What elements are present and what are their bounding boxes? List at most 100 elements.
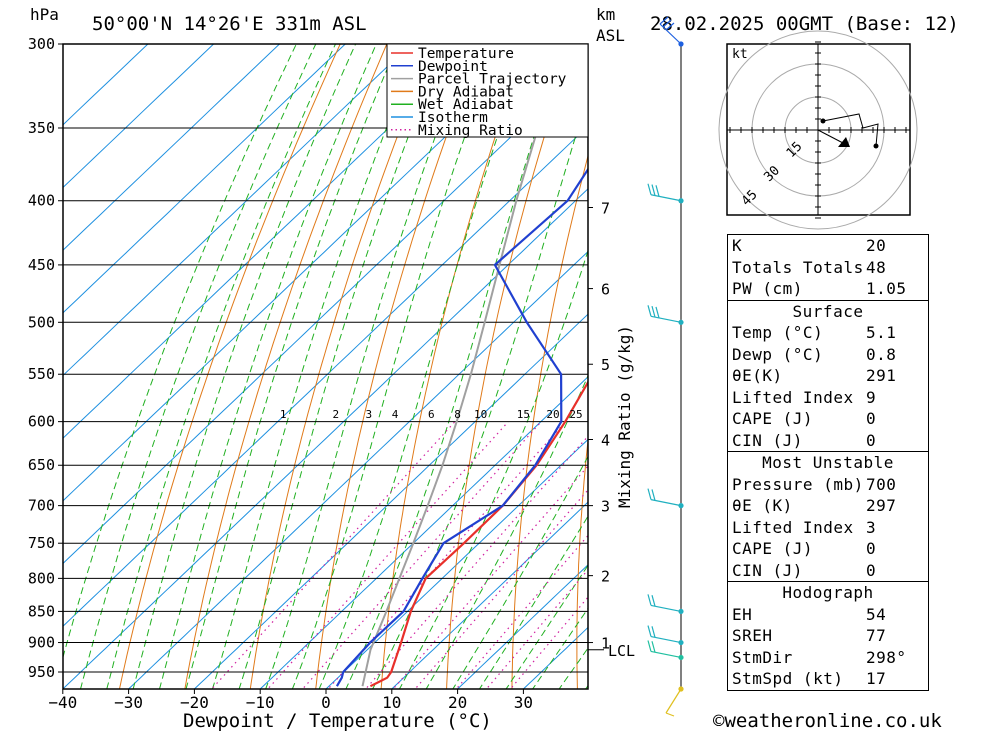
index-value: 297: [866, 496, 897, 515]
index-label: K: [732, 236, 743, 255]
wind-barb-flag: [647, 183, 652, 195]
legend-label: Dewpoint: [418, 59, 488, 75]
wind-barb: [665, 688, 682, 717]
index-label: Lifted Index: [732, 387, 854, 407]
wet-adiabat-line: [398, 249, 588, 689]
wind-barb-flag: [665, 22, 675, 31]
wind-barb-staff: [650, 499, 682, 507]
index-value: 5.1: [866, 323, 897, 342]
legend-label: Mixing Ratio: [418, 123, 523, 139]
sounding-series: [335, 44, 588, 688]
wet-adiabat-line: [106, 44, 337, 689]
index-row: K 20: [728, 235, 928, 257]
temperature-tick-label: −20: [180, 693, 209, 712]
wet-adiabat-line: [132, 44, 357, 689]
isotherm-line: [63, 44, 149, 126]
index-value: 48: [866, 257, 887, 277]
wind-barb-staff: [650, 635, 682, 644]
isotherm-line: [193, 313, 588, 689]
index-row: PW (cm) 1.05: [728, 278, 928, 300]
index-value: 291: [866, 366, 897, 385]
isotherm-line: [63, 44, 412, 377]
surface-section-title: Surface: [792, 301, 864, 321]
index-value: 1.05: [866, 279, 907, 298]
isotherm-line: [63, 125, 588, 627]
pressure-tick-label: 300: [28, 35, 55, 53]
hodograph-unit-label: kt: [732, 47, 748, 62]
x-axis-label: Dewpoint / Temperature (°C): [183, 710, 492, 732]
pressure-tick-label: 350: [28, 119, 55, 137]
index-label: EH: [732, 604, 753, 624]
index-row: CIN (J) 0: [728, 560, 928, 582]
wind-barb-flag: [659, 16, 669, 25]
pressure-tick-label: 400: [28, 192, 55, 210]
index-label: StmDir: [732, 647, 793, 667]
hodograph-trace: [822, 113, 879, 147]
index-label: CAPE (J): [732, 539, 814, 558]
mixing-ratio-label: 15: [517, 408, 530, 421]
wind-barb-flag: [651, 489, 656, 501]
index-label: Pressure (mb): [732, 474, 864, 494]
wind-barb-staff: [650, 315, 682, 323]
wind-barb-flag: [651, 184, 656, 196]
mixing-ratio-line: [364, 435, 588, 689]
wind-barb-flag: [665, 712, 675, 717]
mixing-ratio-line: [455, 534, 588, 689]
index-value: 0.8: [866, 344, 897, 364]
mixing-ratio-label: 10: [474, 408, 487, 421]
isotherm-line: [325, 438, 588, 689]
isotherm-line: [63, 44, 281, 251]
wind-barb: [647, 305, 682, 323]
index-row: Dewp (°C) 0.8: [728, 344, 928, 366]
pressure-lines: [63, 44, 588, 673]
wind-point: [678, 654, 684, 661]
index-label: CIN (J): [732, 430, 803, 450]
isotherm-line: [259, 376, 588, 689]
wind-barbs: [647, 16, 684, 717]
index-label: Totals Totals: [732, 257, 864, 277]
index-row: CAPE (J) 0: [728, 408, 928, 430]
index-row: StmDir 298°: [728, 647, 928, 669]
index-row: SREH 77: [728, 625, 928, 647]
index-row: Totals Totals 48: [728, 257, 928, 279]
dry-adiabat-line: [981, 6, 1000, 700]
storm-motion-line: [817, 129, 844, 144]
isotherm-line: [63, 44, 347, 314]
index-label: θE(K): [732, 366, 783, 385]
index-value: 298°: [866, 647, 907, 667]
height-km-label: 5: [601, 356, 610, 374]
mixing-ratio-line: [392, 465, 588, 689]
height-km-label: 4: [601, 432, 610, 450]
wind-barb-staff: [650, 194, 682, 202]
pressure-tick-label: 700: [28, 497, 55, 515]
mixing-ratio-label: 3: [365, 408, 372, 421]
height-km-label: 6: [601, 281, 610, 299]
height-km-label: 3: [601, 498, 610, 516]
wet-adiabat-line: [505, 564, 588, 689]
index-value: 3: [866, 517, 877, 537]
legend-label: Temperature: [418, 46, 514, 62]
datetime-title: 28.02.2025 00GMT (Base: 12): [650, 13, 959, 35]
wet-adiabat-line: [478, 515, 588, 689]
isotherm-line: [522, 626, 588, 689]
wind-barb-staff: [650, 650, 682, 659]
hodograph-ring: [718, 30, 918, 230]
legend-label: Isotherm: [418, 110, 488, 126]
index-row: Lifted Index 3: [728, 517, 928, 539]
index-label: Lifted Index: [732, 517, 854, 537]
height-km-label: 7: [601, 200, 610, 218]
index-label: Temp (°C): [732, 323, 824, 342]
legend-label: Wet Adiabat: [418, 97, 514, 113]
mixing-ratio-line: [267, 421, 509, 689]
index-row: θE (K) 297: [728, 495, 928, 517]
index-value: 77: [866, 626, 887, 645]
wind-barb-flag: [651, 305, 656, 318]
isotherm-line: [127, 250, 588, 689]
temperature-tick-label: 10: [382, 693, 401, 712]
wind-barb-flag: [651, 626, 656, 638]
index-label: Dewp (°C): [732, 344, 824, 364]
wind-barb-flag: [647, 305, 652, 317]
index-label: StmSpd (kt): [732, 669, 844, 688]
legend-label: Parcel Trajectory: [418, 72, 567, 88]
